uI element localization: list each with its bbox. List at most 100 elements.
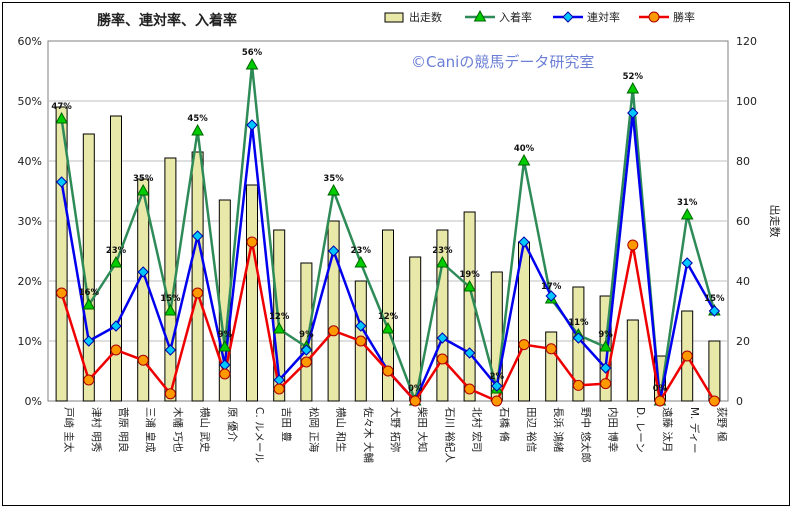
data-label: 2% [490,372,505,382]
bar [55,106,68,402]
legend-marker [648,11,660,23]
point-marker [600,378,612,390]
point-marker [381,321,395,334]
point-marker [245,57,259,70]
legend-label: 連対率 [587,10,620,24]
point-marker [83,335,95,347]
point-marker [300,356,312,368]
right-axis-tick-label: 20 [736,335,750,348]
point-marker [110,344,122,356]
legend-marker [562,11,574,23]
left-axis-tick-label: 0% [25,395,42,408]
data-label: 23% [106,246,127,256]
data-label: 0% [653,384,668,394]
data-label: 56% [242,48,263,58]
legend-swatch [384,12,404,23]
right-axis-tick-label: 0 [736,395,743,408]
point-marker [436,353,448,365]
point-marker [273,383,285,395]
bar [708,340,721,402]
point-marker [463,279,476,292]
right-axis-tick-label: 80 [736,155,750,168]
data-label: 19% [459,270,480,280]
left-axis-tick-label: 60% [18,35,42,48]
category-label: 石川 裕紀人 [443,407,456,463]
point-marker [599,339,612,352]
category-label: M. ディー [688,407,701,454]
category-label: 佐々木 大輔 [362,407,375,463]
chart-title: 勝率、連対率、入着率 [97,12,237,29]
point-marker [518,339,530,351]
point-marker [246,236,258,248]
bar [191,151,204,402]
point-marker [463,347,476,359]
point-marker [164,303,177,316]
point-marker [355,320,367,332]
legend-label: 勝率 [673,10,695,24]
category-label: 戸崎 圭太 [63,407,76,453]
bar [246,184,258,402]
point-marker [627,239,639,251]
point-marker [109,255,123,268]
category-label: 長浜 鴻緒 [552,407,565,453]
point-marker [218,339,232,352]
category-label: 松岡 正海 [307,407,320,453]
category-label: 内田 博幸 [607,407,620,452]
category-label: 津村 明秀 [90,407,103,453]
point-marker [464,383,476,395]
chart-svg: 0% 10% 20% 30% 40% 50% 60% 0 20 40 60 80 100 120 戸崎 … [18,9,782,463]
point-marker [409,395,421,407]
bar [327,220,340,402]
category-label: 荻野 極 [715,407,728,442]
point-marker [55,176,68,188]
bar [626,319,639,402]
point-marker [246,119,258,131]
left-axis-tick-label: 50% [18,95,42,108]
point-marker [191,230,204,242]
point-marker [355,335,367,347]
point-marker [192,287,204,299]
right-axis-title: 出走数 [768,205,782,238]
watermark: ©Caniの競馬データ研究室 [411,53,594,71]
data-label: 9% [299,330,314,340]
bar [436,229,449,402]
data-label: 35% [133,174,154,184]
category-label: D. レーン [634,407,646,453]
data-label: 11% [568,318,589,328]
right-axis-tick-label: 120 [736,35,757,48]
category-label: C. ルメール [253,407,265,463]
category-label: 柴田 大知 [416,407,429,452]
data-label: 23% [351,246,372,256]
data-label: 12% [269,312,290,322]
point-marker [654,395,666,407]
point-marker [708,305,721,317]
point-marker [572,332,585,344]
right-axis-tick-label: 60 [736,215,750,228]
point-marker [572,379,584,391]
point-marker [491,395,503,407]
category-label: 三浦 皇成 [144,407,157,453]
legend-marker [473,9,487,22]
point-marker [137,354,149,366]
data-label: 35% [323,174,344,184]
data-label: 40% [514,144,535,154]
data-label: 23% [432,246,453,256]
point-marker [545,290,557,302]
data-label: 15% [704,294,725,304]
category-label: 遠藤 汰月 [661,407,674,452]
point-marker [436,255,449,268]
data-label: 16% [79,288,100,298]
point-marker [272,321,286,334]
point-marker [82,297,96,310]
left-axis-tick-label: 10% [18,335,42,348]
point-marker [627,107,639,119]
legend-label: 入着率 [499,10,532,24]
point-marker [56,287,68,299]
category-label: 横山 和生 [335,407,348,452]
line-series [55,57,721,407]
data-label: 15% [160,294,181,304]
point-marker [300,344,313,356]
category-label: 菅原 明良 [117,407,130,452]
point-marker [328,325,340,337]
